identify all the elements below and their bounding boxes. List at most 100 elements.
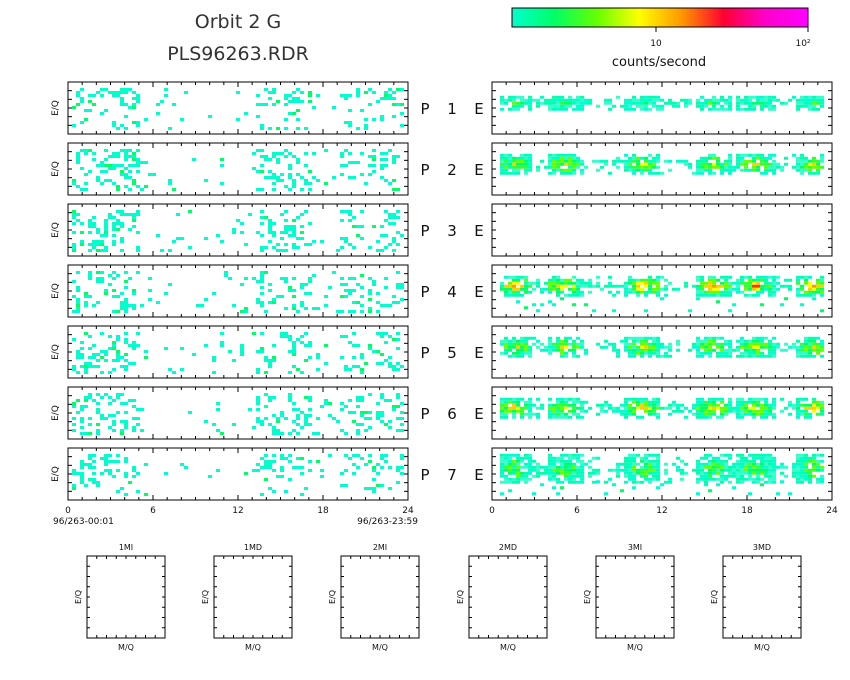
- left-data-cell: [136, 417, 140, 420]
- right-data-cell: [800, 459, 804, 463]
- right-data-cell: [772, 406, 776, 410]
- right-data-cell: [516, 168, 520, 172]
- right-data-cell: [560, 278, 564, 282]
- right-data-cell: [616, 354, 620, 358]
- right-data-cell: [812, 456, 816, 460]
- right-data-cell: [652, 477, 656, 481]
- left-data-cell: [392, 161, 396, 164]
- left-data-cell: [296, 310, 300, 313]
- right-data-cell: [672, 403, 676, 407]
- left-data-cell: [288, 286, 292, 289]
- right-data-cell: [628, 477, 632, 481]
- right-data-cell: [656, 474, 660, 478]
- right-data-cell: [564, 474, 568, 478]
- right-data-cell: [536, 281, 540, 285]
- right-data-cell: [528, 400, 532, 404]
- left-data-cell: [268, 225, 272, 228]
- right-data-cell: [812, 156, 816, 160]
- right-data-cell: [676, 406, 680, 410]
- right-data-cell: [752, 400, 756, 404]
- right-data-cell: [556, 459, 560, 463]
- right-data-cell: [704, 98, 708, 102]
- right-data-cell: [652, 406, 656, 410]
- right-data-cell: [812, 409, 816, 413]
- right-data-cell: [624, 403, 628, 407]
- right-data-cell: [584, 303, 588, 307]
- right-data-cell: [776, 165, 780, 169]
- left-data-cell: [396, 210, 400, 213]
- right-data-cell: [556, 275, 560, 279]
- right-data-cell: [572, 409, 576, 413]
- left-data-cell: [84, 405, 88, 408]
- right-data-cell: [548, 397, 552, 401]
- left-data-cell: [360, 274, 364, 277]
- left-data-cell: [364, 91, 368, 94]
- right-data-cell: [772, 459, 776, 463]
- right-data-cell: [812, 400, 816, 404]
- right-data-cell: [752, 165, 756, 169]
- right-data-cell: [576, 101, 580, 105]
- left-data-cell: [156, 103, 160, 106]
- right-data-cell: [800, 477, 804, 481]
- right-data-cell: [628, 474, 632, 478]
- left-data-cell: [116, 222, 120, 225]
- right-data-cell: [640, 348, 644, 352]
- left-data-cell: [296, 161, 300, 164]
- right-data-cell: [548, 159, 552, 163]
- right-data-cell: [628, 101, 632, 105]
- right-data-cell: [764, 165, 768, 169]
- left-data-cell: [132, 91, 136, 94]
- right-data-cell: [796, 162, 800, 166]
- right-data-cell: [632, 351, 636, 355]
- right-data-cell: [736, 465, 740, 469]
- left-data-cell: [268, 463, 272, 466]
- right-data-cell: [624, 159, 628, 163]
- right-data-cell: [604, 159, 608, 163]
- right-data-cell: [808, 104, 812, 108]
- left-data-cell: [136, 231, 140, 234]
- left-data-cell: [308, 399, 312, 402]
- right-data-cell: [560, 98, 564, 102]
- right-data-cell: [748, 275, 752, 279]
- right-data-cell: [624, 456, 628, 460]
- right-data-cell: [816, 480, 820, 484]
- right-data-cell: [572, 465, 576, 469]
- left-data-cell: [360, 109, 364, 112]
- right-data-cell: [728, 456, 732, 460]
- right-data-cell: [548, 406, 552, 410]
- left-data-cell: [284, 228, 288, 231]
- right-data-cell: [556, 465, 560, 469]
- right-data-cell: [768, 281, 772, 285]
- left-data-cell: [232, 231, 236, 234]
- left-data-cell: [256, 94, 260, 97]
- left-data-cell: [104, 158, 108, 161]
- right-data-cell: [616, 462, 620, 466]
- mass-panel-ylabel: E/Q: [201, 590, 210, 604]
- right-data-cell: [736, 278, 740, 282]
- left-data-cell: [128, 277, 132, 280]
- right-data-cell: [512, 95, 516, 99]
- right-data-cell: [724, 159, 728, 163]
- left-data-cell: [76, 307, 80, 310]
- right-data-cell: [572, 412, 576, 416]
- right-panel-background: [492, 204, 832, 256]
- left-data-cell: [356, 396, 360, 399]
- left-data-cell: [84, 118, 88, 121]
- right-data-cell: [616, 95, 620, 99]
- left-data-cell: [360, 152, 364, 155]
- left-data-cell: [204, 298, 208, 301]
- right-data-cell: [544, 348, 548, 352]
- right-data-cell: [548, 459, 552, 463]
- left-data-cell: [352, 332, 356, 335]
- right-data-cell: [760, 303, 764, 307]
- right-data-cell: [616, 465, 620, 469]
- right-data-cell: [800, 104, 804, 108]
- right-data-cell: [760, 98, 764, 102]
- left-data-cell: [292, 234, 296, 237]
- right-data-cell: [664, 293, 668, 297]
- left-data-cell: [340, 237, 344, 240]
- right-data-cell: [520, 409, 524, 413]
- right-data-cell: [796, 403, 800, 407]
- left-data-cell: [240, 353, 244, 356]
- left-data-cell: [132, 121, 136, 124]
